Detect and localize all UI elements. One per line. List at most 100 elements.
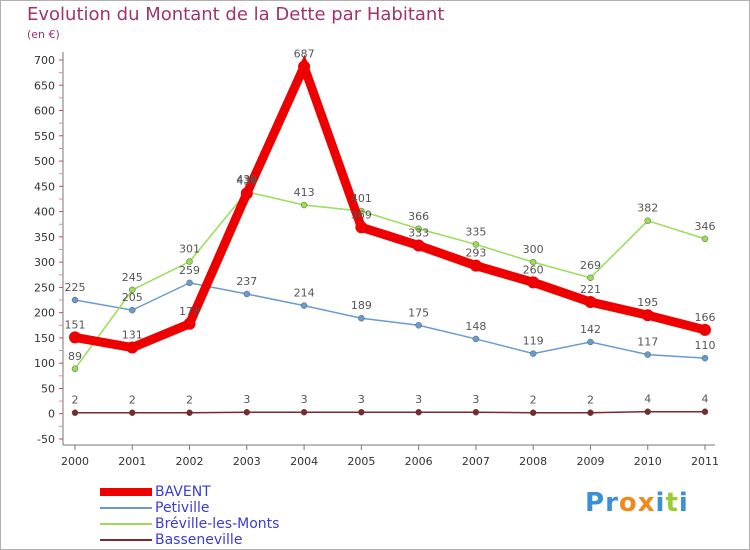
data-label: 117: [637, 336, 658, 349]
data-point: [587, 409, 594, 416]
data-label: 413: [294, 186, 315, 199]
data-label: 436: [236, 174, 257, 187]
x-tick-label: 2006: [405, 455, 433, 468]
data-point: [129, 286, 136, 294]
data-point: [644, 217, 651, 224]
data-label: 687: [294, 48, 315, 61]
data-label: 178: [179, 305, 200, 318]
series-line-2: [74, 191, 706, 370]
y-tick-label: 650: [34, 79, 55, 92]
data-point: [186, 279, 193, 287]
data-label: 195: [637, 296, 658, 309]
x-tick-label: 2002: [176, 455, 204, 468]
data-point: [358, 408, 365, 416]
data-point: [472, 335, 480, 343]
data-point: [415, 322, 422, 329]
y-tick-label: 50: [41, 382, 55, 395]
x-tick-label: 2001: [118, 455, 146, 468]
data-point: [644, 408, 651, 415]
data-label: 110: [695, 339, 716, 352]
data-point: [300, 302, 308, 309]
y-tick-label: 450: [34, 180, 55, 193]
data-point: [243, 408, 251, 416]
legend-swatch: [100, 523, 152, 525]
y-tick-label: 600: [34, 105, 55, 118]
data-point: [71, 409, 79, 416]
y-tick-label: 500: [34, 155, 55, 168]
legend-label: BAVENT: [155, 484, 211, 500]
y-axis-unit: (en €): [27, 28, 60, 41]
data-point: [527, 276, 540, 289]
data-label: 175: [408, 306, 429, 319]
logo-letter: i: [655, 488, 666, 518]
data-point: [69, 331, 81, 344]
data-label: 439: [236, 173, 257, 186]
data-label: 369: [351, 208, 372, 221]
data-point: [126, 341, 139, 354]
data-point: [358, 314, 365, 322]
y-tick-label: 350: [34, 231, 55, 244]
data-label: 2: [530, 394, 537, 407]
data-point: [415, 408, 422, 416]
y-tick-label: -50: [37, 433, 55, 446]
x-tick-label: 2007: [462, 455, 490, 468]
x-tick-label: 2008: [519, 455, 547, 468]
y-tick-label: 400: [34, 206, 55, 219]
logo-letter: P: [585, 488, 606, 518]
data-label: 148: [465, 320, 486, 333]
data-point: [472, 241, 480, 248]
data-label: 3: [243, 393, 250, 406]
chart-title: Evolution du Montant de la Dette par Hab…: [27, 4, 445, 25]
data-label: 300: [523, 243, 544, 256]
data-point: [243, 290, 251, 298]
logo-letter: x: [637, 488, 656, 518]
y-tick-label: 550: [34, 130, 55, 143]
data-label: 221: [580, 283, 601, 296]
proxiti-logo: Proxiti: [585, 488, 689, 518]
legend-swatch: [100, 539, 152, 541]
data-label: 214: [294, 287, 315, 300]
data-label: 89: [68, 350, 82, 363]
data-point: [529, 409, 537, 416]
data-point: [472, 408, 480, 416]
data-label: 333: [408, 226, 429, 239]
data-label: 269: [580, 259, 601, 272]
data-point: [469, 259, 482, 272]
data-label: 401: [351, 192, 372, 205]
series-line-1: [74, 282, 706, 359]
data-label: 3: [301, 393, 308, 406]
data-label: 259: [179, 264, 200, 277]
data-point: [129, 409, 136, 416]
logo-letter: r: [605, 488, 619, 518]
data-label: 382: [637, 202, 658, 215]
data-point: [71, 296, 79, 304]
data-label: 335: [465, 225, 486, 238]
data-label: 237: [236, 275, 257, 288]
x-tick-label: 2003: [233, 455, 261, 468]
legend-swatch: [100, 488, 152, 496]
data-point: [71, 365, 79, 373]
y-tick-label: 150: [34, 332, 55, 345]
y-tick-label: 0: [48, 408, 55, 421]
data-label: 189: [351, 299, 372, 312]
data-label: 260: [523, 263, 544, 276]
data-point: [129, 306, 136, 314]
data-label: 245: [122, 271, 143, 284]
data-label: 346: [695, 220, 716, 233]
x-tick-label: 2005: [347, 455, 375, 468]
data-point: [529, 258, 537, 266]
data-label: 225: [65, 281, 86, 294]
series-line-3: [75, 410, 705, 414]
x-tick-label: 2000: [61, 455, 89, 468]
data-label: 2: [587, 394, 594, 407]
logo-letter: i: [678, 488, 689, 518]
data-label: 2: [129, 394, 136, 407]
legend-label: Bréville-les-Monts: [155, 516, 280, 532]
data-label: 4: [702, 393, 709, 406]
data-label: 142: [580, 323, 601, 336]
data-label: 4: [644, 393, 651, 406]
data-point: [587, 338, 594, 346]
data-label: 119: [523, 335, 544, 348]
